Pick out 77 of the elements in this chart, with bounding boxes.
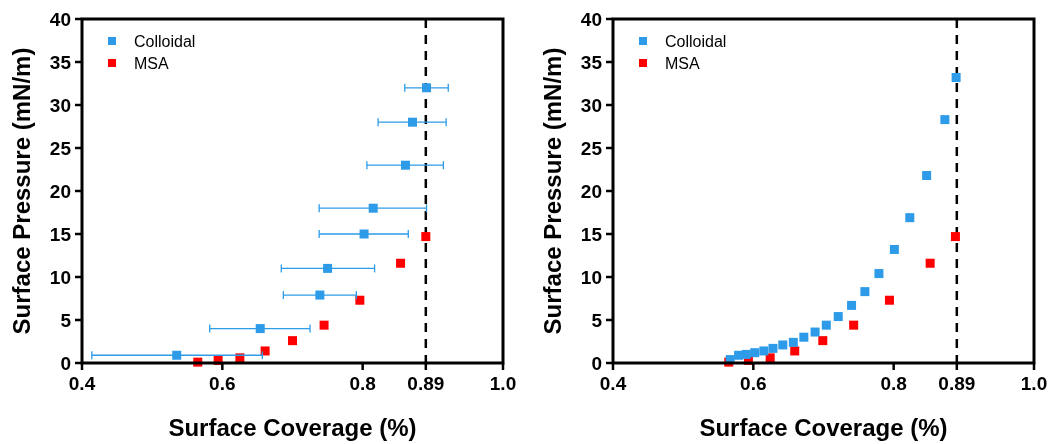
y-tick-label: 10 bbox=[580, 267, 602, 288]
point bbox=[790, 346, 800, 356]
point bbox=[925, 258, 935, 268]
point bbox=[860, 287, 870, 297]
x-tick-label: 0.4 bbox=[599, 373, 627, 394]
point bbox=[734, 350, 744, 360]
y-tick-label: 35 bbox=[49, 52, 72, 73]
y-tick-label: 10 bbox=[49, 267, 71, 288]
y-tick-label: 20 bbox=[580, 181, 602, 202]
legend-label: MSA bbox=[134, 55, 169, 72]
point bbox=[765, 353, 775, 363]
point bbox=[741, 349, 751, 359]
point bbox=[849, 320, 859, 330]
y-tick-label: 0 bbox=[591, 353, 602, 374]
point bbox=[422, 83, 432, 93]
point bbox=[810, 327, 820, 337]
y-tick-label: 25 bbox=[49, 138, 72, 159]
point bbox=[355, 295, 365, 305]
point bbox=[323, 263, 333, 273]
point bbox=[833, 312, 843, 322]
point bbox=[847, 300, 857, 310]
x-tick-label: 0.8 bbox=[349, 373, 376, 394]
y-tick-label: 35 bbox=[580, 52, 603, 73]
point bbox=[260, 346, 270, 356]
x-tick-label: 0.89 bbox=[407, 373, 445, 394]
legend-label: MSA bbox=[665, 55, 700, 72]
point bbox=[759, 346, 769, 356]
x-tick-label: 0.4 bbox=[68, 373, 96, 394]
y-tick-label: 30 bbox=[580, 95, 602, 116]
point bbox=[421, 232, 431, 242]
point bbox=[750, 348, 760, 358]
point bbox=[359, 229, 369, 239]
point bbox=[768, 343, 778, 353]
x-tick-label: 0.6 bbox=[740, 373, 767, 394]
y-tick-label: 5 bbox=[60, 310, 72, 331]
point bbox=[950, 232, 960, 242]
point bbox=[788, 337, 798, 347]
y-axis-title: Surface Pressure (mN/m) bbox=[8, 47, 35, 335]
legend-label: Colloidal bbox=[665, 33, 727, 50]
point bbox=[172, 350, 182, 360]
y-tick-label: 40 bbox=[49, 9, 71, 30]
legend-label: Colloidal bbox=[134, 33, 196, 50]
y-axis-title: Surface Pressure (mN/m) bbox=[539, 47, 566, 335]
x-tick-label: 0.6 bbox=[209, 373, 236, 394]
x-axis-title: Surface Coverage (%) bbox=[168, 414, 417, 441]
point bbox=[821, 320, 831, 330]
x-tick-label: 1.0 bbox=[1020, 373, 1048, 394]
point bbox=[319, 320, 329, 330]
point bbox=[940, 115, 950, 125]
y-tick-label: 30 bbox=[49, 95, 71, 116]
point bbox=[288, 336, 297, 346]
y-tick-label: 20 bbox=[49, 181, 71, 202]
point bbox=[874, 269, 884, 279]
x-tick-label: 0.8 bbox=[880, 373, 907, 394]
point bbox=[407, 117, 417, 127]
point bbox=[778, 340, 788, 350]
x-tick-label: 1.0 bbox=[489, 373, 517, 394]
point bbox=[951, 72, 961, 82]
point bbox=[818, 336, 828, 346]
y-tick-label: 40 bbox=[580, 9, 602, 30]
y-tick-label: 15 bbox=[580, 224, 603, 245]
point bbox=[799, 332, 809, 342]
y-tick-label: 5 bbox=[591, 310, 603, 331]
point bbox=[396, 258, 406, 268]
point bbox=[255, 324, 265, 334]
y-tick-label: 15 bbox=[49, 224, 72, 245]
point bbox=[368, 203, 378, 213]
x-tick-label: 0.89 bbox=[938, 373, 976, 394]
point bbox=[400, 160, 410, 170]
point bbox=[889, 244, 899, 254]
y-tick-label: 0 bbox=[60, 353, 71, 374]
point bbox=[922, 171, 932, 181]
point bbox=[884, 295, 894, 305]
x-axis-title: Surface Coverage (%) bbox=[699, 414, 948, 441]
y-tick-label: 25 bbox=[580, 138, 603, 159]
point bbox=[905, 213, 915, 223]
point bbox=[315, 290, 325, 300]
